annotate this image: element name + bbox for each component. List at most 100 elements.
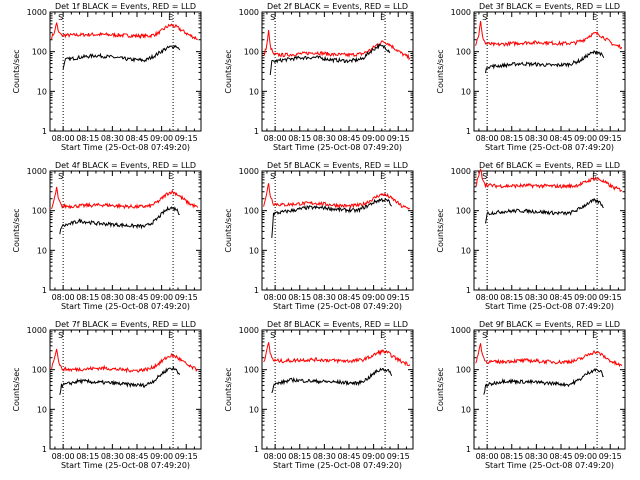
lld-rate-trace <box>475 343 623 368</box>
y-tick-label: 1000 <box>27 326 47 335</box>
plot-frame <box>261 170 414 291</box>
y-tick-label: 1 <box>466 445 471 454</box>
x-tick-label: 08:15 <box>500 134 523 143</box>
x-tick-label: 09:00 <box>362 452 385 461</box>
time-marker-label: E <box>380 172 385 181</box>
y-tick-label: 1000 <box>27 167 47 176</box>
x-tick-label: 08:15 <box>288 452 311 461</box>
y-tick-label: 100 <box>244 48 259 57</box>
x-tick-label: 08:45 <box>549 452 572 461</box>
y-tick-label: 1000 <box>451 8 471 17</box>
lld-rate-trace <box>263 30 411 61</box>
event-rate-trace <box>485 197 604 224</box>
event-rate-trace <box>62 44 181 70</box>
plot-frame <box>49 170 202 291</box>
lightcurve-panel: Det 8f BLACK = Events, RED = LLD 1 10 100 10… <box>224 320 414 470</box>
y-tick-label: 1 <box>466 127 471 136</box>
x-axis-label: Start Time (25-Oct-08 07:49:20) <box>273 302 402 311</box>
time-marker-label: E <box>168 331 173 340</box>
x-axis-label: Start Time (25-Oct-08 07:49:20) <box>61 461 190 470</box>
x-tick-label: 08:45 <box>125 452 148 461</box>
x-tick-label: 09:15 <box>599 134 622 143</box>
x-axis-label: Start Time (25-Oct-08 07:49:20) <box>273 143 402 152</box>
x-tick-label: 09:15 <box>599 293 622 302</box>
x-tick-label: 08:45 <box>549 293 572 302</box>
time-marker-label: S <box>270 331 275 340</box>
time-marker-label: E <box>168 172 173 181</box>
x-tick-label: 08:15 <box>76 452 99 461</box>
y-axis-label: Counts/sec <box>12 208 21 252</box>
y-tick-label: 10 <box>461 87 471 96</box>
x-tick-label: 08:45 <box>125 134 148 143</box>
time-marker-label: E <box>380 13 385 22</box>
x-tick-label: 09:15 <box>387 134 410 143</box>
y-tick-label: 10 <box>249 405 259 414</box>
y-tick-label: 10 <box>37 405 47 414</box>
x-tick-label: 09:15 <box>175 134 198 143</box>
y-tick-label: 1000 <box>239 8 259 17</box>
plot-frame <box>49 329 202 450</box>
plot-frame <box>473 170 626 291</box>
lightcurve-panel: Det 1f BLACK = Events, RED = LLD 1 10 100 10… <box>12 2 202 152</box>
x-tick-label: 08:30 <box>313 134 336 143</box>
time-marker-label: S <box>58 13 63 22</box>
y-tick-label: 100 <box>456 207 471 216</box>
y-tick-label: 100 <box>32 366 47 375</box>
x-tick-label: 08:00 <box>476 452 499 461</box>
y-tick-label: 100 <box>456 366 471 375</box>
time-marker-label: E <box>592 172 597 181</box>
lightcurve-panel: Det 5f BLACK = Events, RED = LLD 1 10 100 10… <box>224 161 414 311</box>
lld-rate-trace <box>51 22 199 41</box>
panel-title: Det 7f BLACK = Events, RED = LLD <box>55 320 196 329</box>
time-marker-label: E <box>168 13 173 22</box>
y-tick-label: 1 <box>42 286 47 295</box>
x-tick-label: 09:15 <box>387 452 410 461</box>
panel-title: Det 2f BLACK = Events, RED = LLD <box>267 2 408 11</box>
lld-rate-trace <box>51 348 198 374</box>
plot-frame <box>261 11 414 132</box>
lightcurve-panel: Det 4f BLACK = Events, RED = LLD 1 10 100 10… <box>12 161 202 311</box>
x-tick-label: 08:15 <box>76 293 99 302</box>
panel-title: Det 4f BLACK = Events, RED = LLD <box>55 161 196 170</box>
event-rate-trace <box>269 43 391 76</box>
x-tick-label: 08:00 <box>476 134 499 143</box>
time-marker-label: S <box>482 331 487 340</box>
y-tick-label: 1000 <box>239 167 259 176</box>
y-tick-label: 1000 <box>451 326 471 335</box>
y-tick-label: 10 <box>249 246 259 255</box>
x-tick-label: 08:00 <box>52 452 75 461</box>
x-tick-label: 08:30 <box>525 134 548 143</box>
x-tick-label: 09:00 <box>150 452 173 461</box>
y-tick-label: 1 <box>42 127 47 136</box>
panel-title: Det 3f BLACK = Events, RED = LLD <box>479 2 620 11</box>
y-axis-label: Counts/sec <box>224 49 233 93</box>
x-tick-label: 08:45 <box>125 293 148 302</box>
y-tick-label: 1 <box>42 445 47 454</box>
y-axis-label: Counts/sec <box>436 208 445 252</box>
x-tick-label: 08:15 <box>288 134 311 143</box>
y-axis-label: Counts/sec <box>224 367 233 411</box>
x-tick-label: 08:30 <box>313 293 336 302</box>
y-tick-label: 1 <box>466 286 471 295</box>
panel-title: Det 5f BLACK = Events, RED = LLD <box>267 161 408 170</box>
x-axis-label: Start Time (25-Oct-08 07:49:20) <box>61 143 190 152</box>
x-tick-label: 08:15 <box>500 293 523 302</box>
time-marker-label: S <box>482 172 487 181</box>
y-tick-label: 10 <box>461 405 471 414</box>
event-rate-trace <box>271 367 393 394</box>
y-tick-label: 10 <box>37 87 47 96</box>
lightcurve-panel: Det 6f BLACK = Events, RED = LLD 1 10 100 10… <box>436 161 626 311</box>
time-marker-label: S <box>270 13 275 22</box>
y-tick-label: 1000 <box>239 326 259 335</box>
plot-frame <box>473 11 626 132</box>
time-marker-label: S <box>482 13 487 22</box>
x-tick-label: 08:15 <box>500 452 523 461</box>
panel-title: Det 8f BLACK = Events, RED = LLD <box>267 320 408 329</box>
x-tick-label: 08:45 <box>337 293 360 302</box>
x-tick-label: 08:00 <box>264 134 287 143</box>
y-tick-label: 10 <box>37 246 47 255</box>
x-tick-label: 08:30 <box>525 293 548 302</box>
y-tick-label: 100 <box>244 366 259 375</box>
x-tick-label: 08:00 <box>264 452 287 461</box>
y-tick-label: 1000 <box>451 167 471 176</box>
